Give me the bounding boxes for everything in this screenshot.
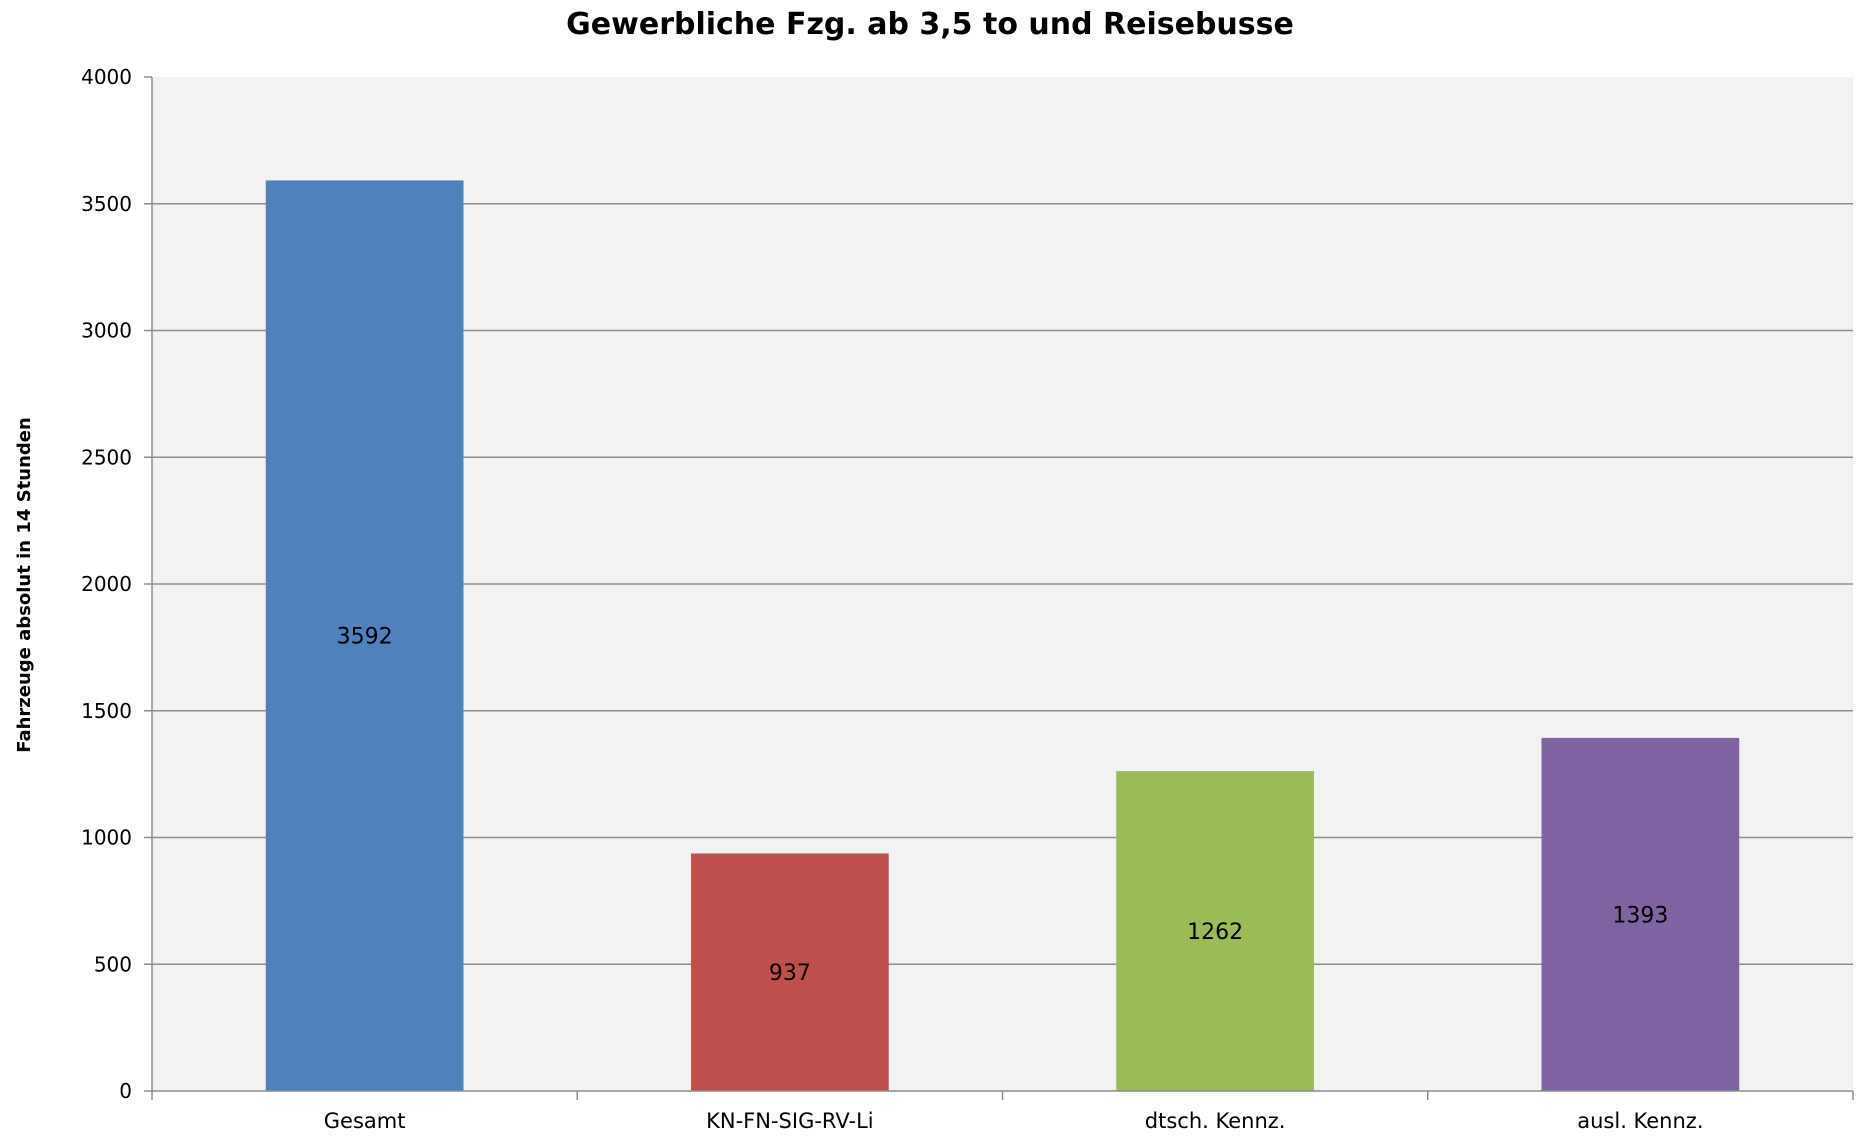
x-category-label: dtsch. Kennz. bbox=[1145, 1109, 1286, 1133]
y-tick-label: 2500 bbox=[81, 445, 132, 469]
y-tick-label: 0 bbox=[119, 1079, 132, 1103]
axes bbox=[144, 76, 1854, 1100]
y-tick-label: 3500 bbox=[81, 192, 132, 216]
labels: 0 500 1000 1500 2000 2500 3000 3500 4000 3592 Gesa… bbox=[81, 65, 1703, 1133]
y-tick-label: 3000 bbox=[81, 319, 132, 343]
data-label: 3592 bbox=[337, 625, 393, 650]
bar-3 bbox=[1541, 737, 1740, 1091]
bars bbox=[265, 180, 1740, 1092]
y-axis-title: Fahrzeuge absolut in 14 Stunden bbox=[14, 417, 35, 753]
y-tick-label: 1000 bbox=[81, 826, 132, 850]
y-tick-label: 4000 bbox=[81, 65, 132, 89]
data-label: 1393 bbox=[1612, 903, 1668, 928]
data-label: 1262 bbox=[1187, 920, 1243, 945]
chart-title: Gewerbliche Fzg. ab 3,5 to und Reisebuss… bbox=[566, 7, 1294, 42]
bar-0 bbox=[265, 180, 464, 1092]
data-label: 937 bbox=[769, 961, 811, 986]
y-tick-label: 1500 bbox=[81, 699, 132, 723]
bar-2 bbox=[1116, 771, 1314, 1091]
x-category-label: Gesamt bbox=[324, 1109, 406, 1133]
y-tick-label: 500 bbox=[94, 952, 132, 976]
bar-1 bbox=[691, 853, 889, 1091]
y-tick-label: 2000 bbox=[81, 572, 132, 596]
x-category-label: ausl. Kennz. bbox=[1577, 1109, 1703, 1133]
x-category-label: KN-FN-SIG-RV-Li bbox=[706, 1109, 874, 1133]
